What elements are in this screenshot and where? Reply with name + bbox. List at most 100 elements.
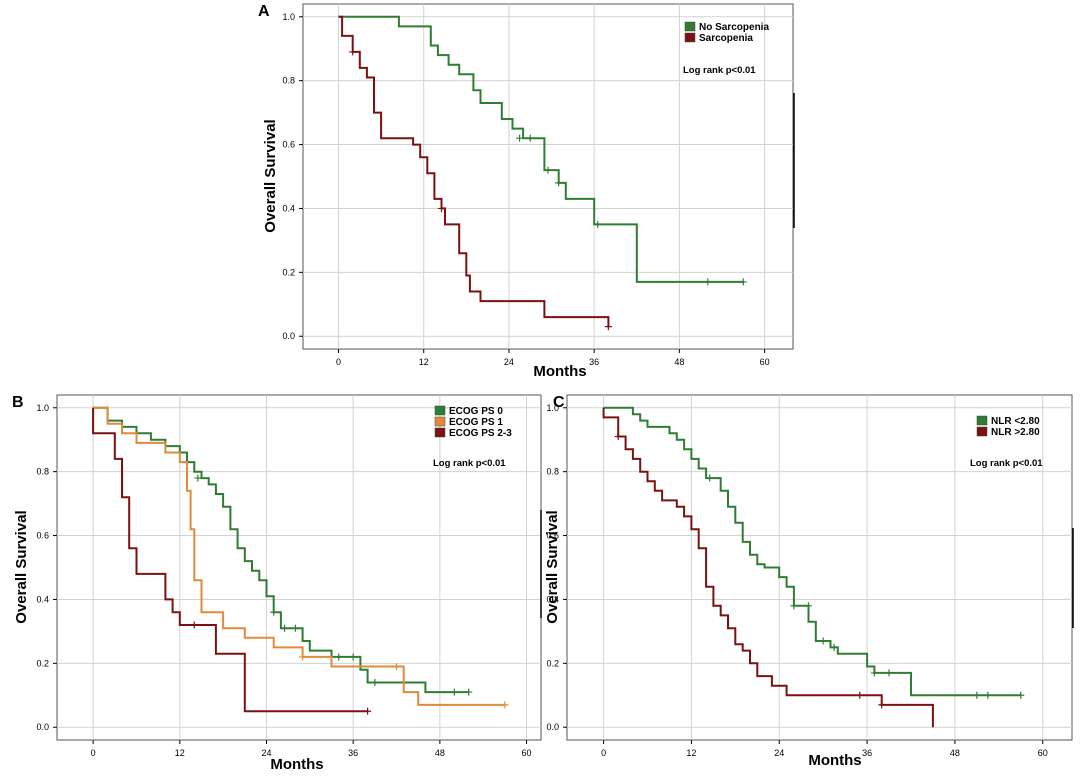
x-tick-label: 24 bbox=[774, 748, 784, 758]
chart-panel-c: 0 12 24 36 48 60 0.0 0.2 0.4 0.6 0.8 1.0 Months Overa… bbox=[544, 394, 1073, 769]
x-tick-label: 36 bbox=[348, 748, 358, 758]
y-tick-label: 0.4 bbox=[282, 203, 295, 213]
x-tick-label: 12 bbox=[419, 357, 429, 367]
y-axis-title: Overall Survival bbox=[13, 510, 30, 623]
censor-mark bbox=[704, 278, 712, 286]
legend-swatch bbox=[976, 415, 988, 426]
p-value-annotation: Log rank p<0.01 bbox=[970, 458, 1043, 469]
censor-mark bbox=[614, 433, 622, 441]
x-tick-label: 48 bbox=[950, 748, 960, 758]
x-tick-label: 48 bbox=[435, 748, 445, 758]
censor-mark bbox=[555, 179, 563, 187]
x-tick-label: 0 bbox=[336, 357, 341, 367]
p-value-annotation: Log rank p<0.01 bbox=[683, 65, 756, 76]
x-tick-label: 12 bbox=[175, 748, 185, 758]
censor-mark bbox=[465, 688, 473, 696]
censor-mark bbox=[790, 602, 798, 610]
censor-mark bbox=[819, 637, 827, 645]
plot-frame bbox=[302, 3, 794, 350]
y-tick-label: 0.6 bbox=[546, 531, 559, 541]
censor-mark bbox=[291, 624, 299, 632]
censor-mark bbox=[299, 653, 307, 661]
legend-swatch bbox=[434, 427, 446, 438]
legend-label: ECOG PS 0 bbox=[449, 406, 503, 417]
y-tick-label: 1.0 bbox=[282, 12, 295, 22]
y-tick-label: 0.8 bbox=[546, 467, 559, 477]
censor-mark bbox=[335, 653, 343, 661]
legend-swatch bbox=[684, 32, 696, 43]
censor-mark bbox=[706, 474, 714, 482]
censor-mark bbox=[739, 278, 747, 286]
censor-mark bbox=[878, 701, 886, 709]
x-tick-label: 12 bbox=[686, 748, 696, 758]
x-axis-title: Months bbox=[533, 363, 586, 380]
survival-curve-ecog-ps-2-3 bbox=[92, 407, 368, 713]
survival-curve-sarcopenia bbox=[338, 15, 610, 327]
y-axis-title: Overall Survival bbox=[544, 510, 561, 623]
censor-mark bbox=[501, 701, 509, 709]
censor-mark bbox=[1017, 691, 1025, 699]
y-tick-label: 0.0 bbox=[546, 722, 559, 732]
censor-mark bbox=[190, 621, 198, 629]
legend-swatch bbox=[434, 405, 446, 416]
censor-mark bbox=[984, 691, 992, 699]
x-tick-label: 24 bbox=[504, 357, 514, 367]
legend-label: ECOG PS 1 bbox=[449, 417, 503, 428]
legend-label: NLR >2.80 bbox=[991, 427, 1040, 438]
x-tick-label: 48 bbox=[674, 357, 684, 367]
censor-mark bbox=[973, 691, 981, 699]
censor-mark bbox=[516, 134, 524, 142]
censor-mark bbox=[594, 220, 602, 228]
y-tick-label: 0.2 bbox=[282, 267, 295, 277]
chart-panel-b: 0 12 24 36 48 60 0.0 0.2 0.4 0.6 0.8 1.0 Months Overa… bbox=[12, 394, 542, 773]
y-tick-label: 0.4 bbox=[546, 594, 559, 604]
legend-label: ECOG PS 2-3 bbox=[449, 428, 512, 439]
survival-curve-ecog-ps-1 bbox=[93, 406, 505, 706]
legend-swatch bbox=[976, 426, 988, 437]
x-tick-label: 60 bbox=[522, 748, 532, 758]
legend-label: NLR <2.80 bbox=[991, 416, 1040, 427]
y-tick-label: 0.6 bbox=[36, 531, 49, 541]
legend-label: No Sarcopenia bbox=[699, 22, 769, 33]
censor-mark bbox=[544, 166, 552, 174]
survival-curve-no-sarcopenia bbox=[338, 15, 744, 283]
x-tick-label: 36 bbox=[589, 357, 599, 367]
survival-curve-ecog-ps-0 bbox=[93, 406, 469, 694]
chart-panel-a: 0 12 24 36 48 60 0.0 0.2 0.4 0.6 0.8 1.0 Months Overa… bbox=[258, 3, 794, 380]
panel-label: C bbox=[553, 394, 565, 411]
y-tick-label: 0.2 bbox=[546, 658, 559, 668]
censor-mark bbox=[393, 663, 401, 671]
y-tick-label: 0.2 bbox=[36, 658, 49, 668]
panel-label: A bbox=[258, 3, 270, 20]
legend-swatch bbox=[684, 21, 696, 32]
legend-swatch bbox=[434, 416, 446, 427]
plot-frame bbox=[566, 394, 1073, 741]
censor-mark bbox=[349, 653, 357, 661]
plot-frame bbox=[56, 394, 542, 741]
y-tick-label: 0.6 bbox=[282, 140, 295, 150]
x-tick-label: 60 bbox=[1038, 748, 1048, 758]
x-tick-label: 36 bbox=[862, 748, 872, 758]
censor-mark bbox=[604, 323, 612, 331]
x-tick-label: 0 bbox=[601, 748, 606, 758]
y-tick-label: 0.8 bbox=[282, 76, 295, 86]
panel-label: B bbox=[12, 394, 24, 411]
p-value-annotation: Log rank p<0.01 bbox=[433, 458, 506, 469]
y-tick-label: 1.0 bbox=[36, 403, 49, 413]
censor-mark bbox=[885, 669, 893, 677]
censor-mark bbox=[805, 602, 813, 610]
y-tick-label: 1.0 bbox=[546, 403, 559, 413]
censor-mark bbox=[526, 134, 534, 142]
censor-mark bbox=[364, 707, 372, 715]
censor-mark bbox=[450, 688, 458, 696]
y-tick-label: 0.8 bbox=[36, 467, 49, 477]
y-axis-title: Overall Survival bbox=[262, 119, 279, 232]
censor-mark bbox=[349, 48, 357, 56]
censor-mark bbox=[856, 691, 864, 699]
x-tick-label: 60 bbox=[760, 357, 770, 367]
censor-mark bbox=[281, 624, 289, 632]
survival-curve-nlr-2-80 bbox=[602, 407, 934, 728]
x-tick-label: 0 bbox=[91, 748, 96, 758]
